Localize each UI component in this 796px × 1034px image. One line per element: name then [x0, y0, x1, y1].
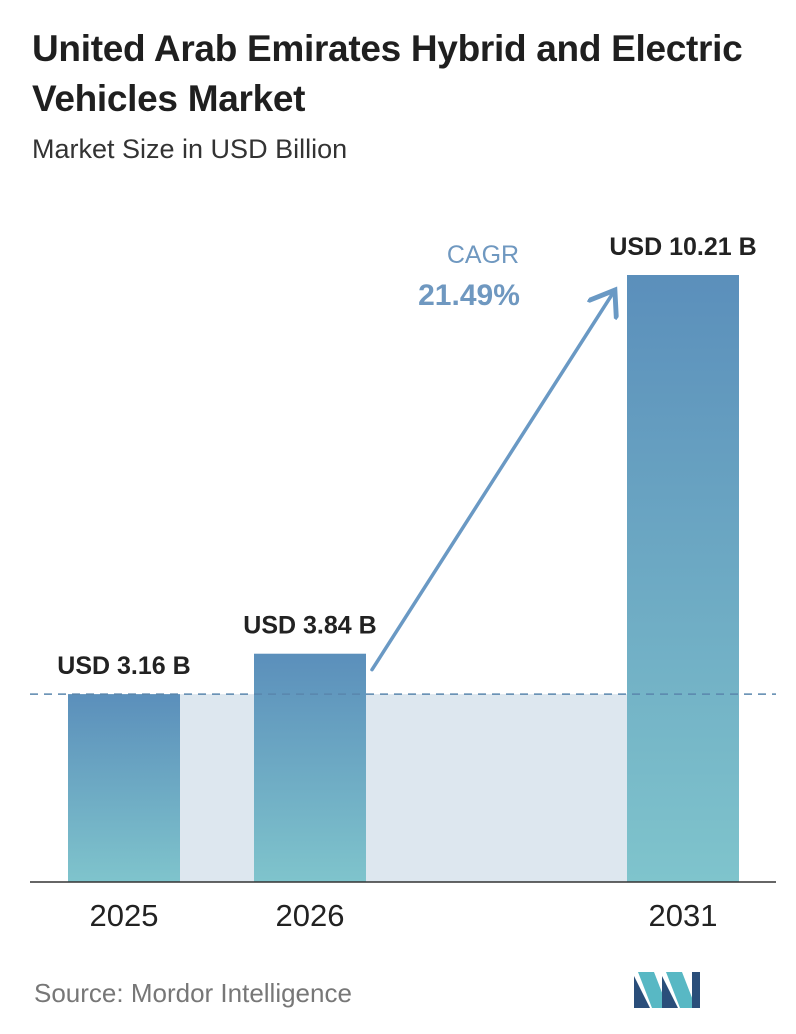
cagr-arrow — [370, 293, 613, 672]
x-tick-label-2025: 2025 — [90, 898, 159, 933]
bar-2031 — [627, 275, 739, 882]
cagr-label: CAGR — [447, 241, 519, 269]
x-tick-label-2031: 2031 — [649, 898, 718, 933]
source-note: Source: Mordor Intelligence — [34, 978, 352, 1008]
chart-title: United Arab Emirates Hybrid and Electric… — [32, 28, 743, 119]
chart-subtitle: Market Size in USD Billion — [32, 134, 348, 164]
value-label-2026: USD 3.84 B — [243, 612, 376, 640]
bar-2026 — [254, 653, 366, 882]
value-label-2031: USD 10.21 B — [609, 233, 756, 261]
value-label-2025: USD 3.16 B — [57, 652, 190, 680]
x-tick-label-2026: 2026 — [276, 898, 345, 933]
mordor-intelligence-logo — [634, 972, 700, 1008]
cagr-value: 21.49% — [418, 279, 520, 312]
bar-2025 — [68, 694, 180, 882]
